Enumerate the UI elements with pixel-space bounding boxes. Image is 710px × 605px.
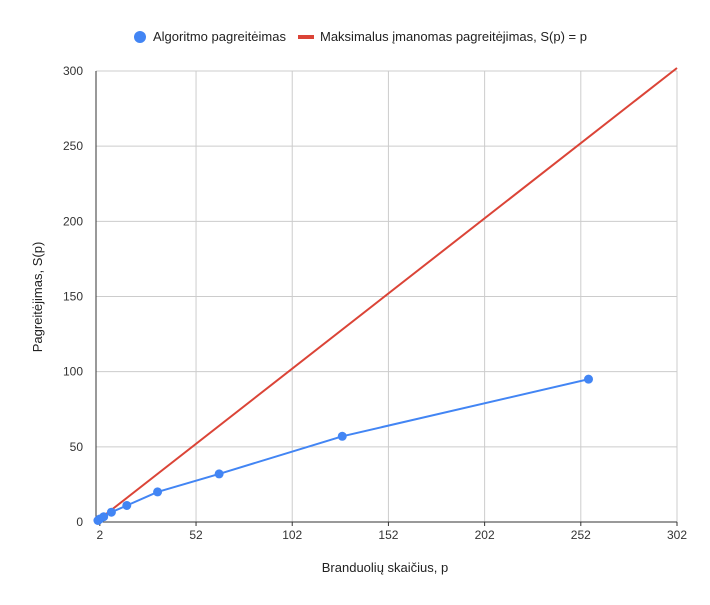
x-axis-title: Branduolių skaičius, p: [322, 560, 448, 575]
x-tick-label-4: 202: [475, 528, 495, 542]
data-point-0-6: [214, 469, 224, 479]
x-tick-label-3: 152: [378, 528, 398, 542]
data-point-0-5: [153, 487, 163, 497]
data-point-0-4: [122, 500, 132, 510]
y-tick-label-0: 0: [76, 515, 83, 529]
series-line-1: [99, 67, 678, 520]
x-tick-label-5: 252: [571, 528, 591, 542]
data-point-0-8: [584, 374, 594, 384]
grid: [96, 70, 678, 522]
series-1: [99, 67, 678, 520]
series-0: [93, 374, 594, 525]
legend-marker-algorithm: [134, 31, 146, 43]
data-point-0-3: [106, 507, 116, 517]
data-point-0-7: [337, 431, 347, 441]
legend-label-algorithm: Algoritmo pagreitėimas: [153, 29, 286, 44]
x-tick-labels: 2 52 102 152 202 252 302: [97, 528, 688, 542]
axes: [95, 71, 678, 526]
series-layer: [93, 67, 678, 525]
y-tick-label-5: 250: [63, 139, 83, 153]
y-tick-label-4: 200: [63, 214, 83, 228]
y-axis-title: Pagreitėjimas, S(p): [30, 242, 45, 353]
legend-marker-maximum: [298, 35, 314, 39]
legend: Algoritmo pagreitėimas Maksimalus įmanom…: [134, 29, 587, 44]
y-tick-label-6: 300: [63, 64, 83, 78]
series-line-0: [97, 378, 589, 522]
y-tick-label-3: 150: [63, 290, 83, 304]
x-tick-label-1: 52: [189, 528, 203, 542]
data-point-0-2: [99, 512, 109, 522]
legend-label-maximum: Maksimalus įmanomas pagreitėjimas, S(p) …: [320, 29, 587, 44]
y-tick-label-2: 100: [63, 365, 83, 379]
x-tick-label-6: 302: [667, 528, 687, 542]
y-tick-labels: 0 50 100 150 200 250 300: [63, 64, 83, 529]
x-tick-label-0: 2: [97, 528, 104, 542]
y-tick-label-1: 50: [70, 440, 84, 454]
x-tick-label-2: 102: [282, 528, 302, 542]
